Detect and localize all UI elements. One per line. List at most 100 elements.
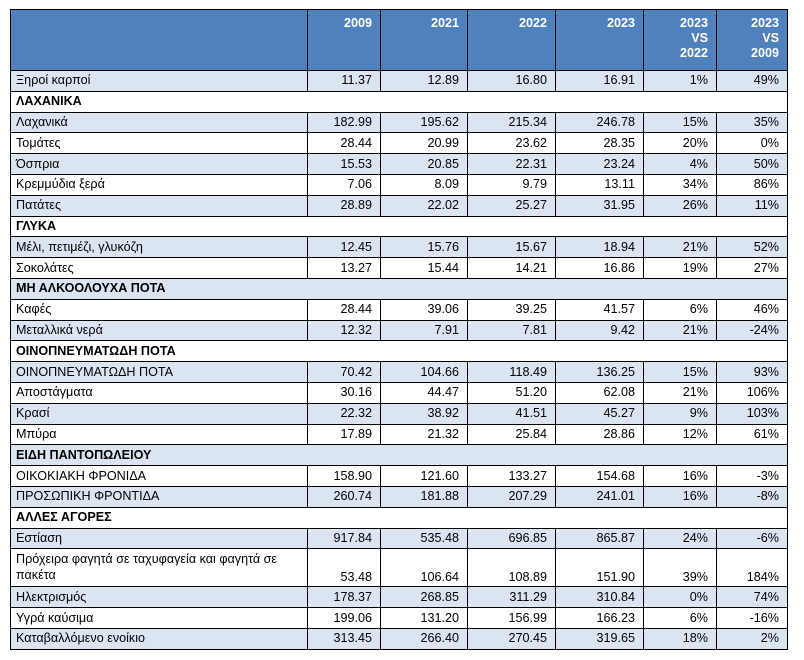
table-row: Πρόχειρα φαγητά σε ταχυφαγεία και φαγητά… [10,548,788,588]
value-cell: 50% [716,153,788,175]
table-row: Πατάτες 28.89 22.02 25.27 31.95 26% 11% [10,194,788,217]
section-title: ΛΑΧΑΝΙΚΑ [10,90,788,113]
value-cell: 16.86 [555,257,644,279]
value-cell: 45.27 [555,402,644,425]
value-cell: 136.25 [555,361,644,383]
value-cell: 178.37 [307,586,381,609]
value-cell: 184% [716,548,788,588]
value-cell: 28.44 [307,132,381,155]
value-cell: 696.85 [467,527,556,550]
value-cell: 49% [716,70,788,92]
row-label: ΠΡΟΣΩΠΙΚΗ ΦΡΟΝΤΙΔΑ [10,485,308,508]
value-cell: 241.01 [555,485,644,508]
value-cell: 310.84 [555,586,644,609]
value-cell: 44.47 [380,381,468,404]
value-cell: 12% [643,423,717,446]
value-cell: 26% [643,194,717,217]
value-cell: 0% [643,586,717,609]
value-cell: 41.57 [555,298,644,321]
value-cell: 4% [643,153,717,175]
value-cell: 18.94 [555,236,644,259]
section-header-row: ΛΑΧΑΝΙΚΑ [10,90,788,113]
value-cell: 7.91 [380,319,468,342]
row-label: Πρόχειρα φαγητά σε ταχυφαγεία και φαγητά… [10,548,308,588]
value-cell: 7.06 [307,173,381,196]
value-cell: 28.35 [555,132,644,155]
value-cell: 215.34 [467,111,556,134]
section-header-row: ΕΙΔΗ ΠΑΝΤΟΠΩΛΕΙΟΥ [10,444,788,467]
price-comparison-table: 2009 2021 2022 2023 2023 VS 2022 2023 VS 2009 Ξηρ… [10,9,788,650]
value-cell: 46% [716,298,788,321]
value-cell: 70.42 [307,361,381,383]
value-cell: 22.32 [307,402,381,425]
value-cell: 182.99 [307,111,381,134]
header-line: 2023 [750,16,779,30]
value-cell: 270.45 [467,627,556,650]
value-cell: 319.65 [555,627,644,650]
table-row: Κρεμμύδια ξερά 7.06 8.09 9.79 13.11 34% 86% [10,173,788,196]
value-cell: 41.51 [467,402,556,425]
value-cell: 8.09 [380,173,468,196]
table-row: Μπύρα 17.89 21.32 25.84 28.86 12% 61% [10,423,788,446]
value-cell: 12.89 [380,70,468,92]
value-cell: 133.27 [467,465,556,487]
header-line: 2022 [679,46,708,60]
header-line: 2023 [679,16,708,30]
header-line: 2022 [518,16,547,30]
value-cell: 28.89 [307,194,381,217]
value-cell: 22.31 [467,153,556,175]
value-cell: 23.62 [467,132,556,155]
table-row: Όσπρια 15.53 20.85 22.31 23.24 4% 50% [10,153,788,175]
header-cell-col-3: 2022 [467,9,556,71]
value-cell: 151.90 [555,548,644,588]
section-title: ΑΛΛΕΣ ΑΓΟΡΕΣ [10,506,788,529]
value-cell: 268.85 [380,586,468,609]
value-cell: 108.89 [467,548,556,588]
value-cell: 181.88 [380,485,468,508]
value-cell: 86% [716,173,788,196]
value-cell: 52% [716,236,788,259]
row-label: ΟΙΝΟΠΝΕΥΜΑΤΩΔΗ ΠΟΤΑ [10,361,308,383]
value-cell: 39% [643,548,717,588]
value-cell: 118.49 [467,361,556,383]
value-cell: 21% [643,319,717,342]
value-cell: 156.99 [467,607,556,629]
value-cell: 311.29 [467,586,556,609]
table-header-row: 2009 2021 2022 2023 2023 VS 2022 2023 VS 2009 [10,9,788,71]
value-cell: 15.44 [380,257,468,279]
row-label: ΟΙΚΟΚΙΑΚΗ ΦΡΟΝΙΔΑ [10,465,308,487]
row-label: Καφές [10,298,308,321]
row-label: Μπύρα [10,423,308,446]
row-label: Λαχανικά [10,111,308,134]
value-cell: 21% [643,236,717,259]
value-cell: 7.81 [467,319,556,342]
value-cell: -8% [716,485,788,508]
value-cell: -24% [716,319,788,342]
header-line: 2009 [750,46,779,60]
row-label: Τομάτες [10,132,308,155]
value-cell: 34% [643,173,717,196]
value-cell: 25.27 [467,194,556,217]
value-cell: 28.86 [555,423,644,446]
table-row: ΠΡΟΣΩΠΙΚΗ ΦΡΟΝΤΙΔΑ 260.74 181.88 207.29 241.… [10,485,788,508]
value-cell: 154.68 [555,465,644,487]
header-line: VS [762,31,779,45]
table-row: Υγρά καύσιμα 199.06 131.20 156.99 166.23 6% -1… [10,607,788,629]
value-cell: 21.32 [380,423,468,446]
value-cell: 16% [643,465,717,487]
value-cell: 2% [716,627,788,650]
value-cell: 17.89 [307,423,381,446]
value-cell: 53.48 [307,548,381,588]
value-cell: 535.48 [380,527,468,550]
value-cell: 865.87 [555,527,644,550]
section-title: ΕΙΔΗ ΠΑΝΤΟΠΩΛΕΙΟΥ [10,444,788,467]
value-cell: 23.24 [555,153,644,175]
value-cell: 158.90 [307,465,381,487]
table-body: Ξηροί καρποί 11.37 12.89 16.80 16.91 1% 49% ΛΑΧ… [10,70,788,650]
value-cell: 6% [643,607,717,629]
row-label: Κρεμμύδια ξερά [10,173,308,196]
row-label: Πατάτες [10,194,308,217]
value-cell: 195.62 [380,111,468,134]
row-label: Υγρά καύσιμα [10,607,308,629]
table-row: Μέλι, πετιμέζι, γλυκόζη 12.45 15.76 15.67 18… [10,236,788,259]
